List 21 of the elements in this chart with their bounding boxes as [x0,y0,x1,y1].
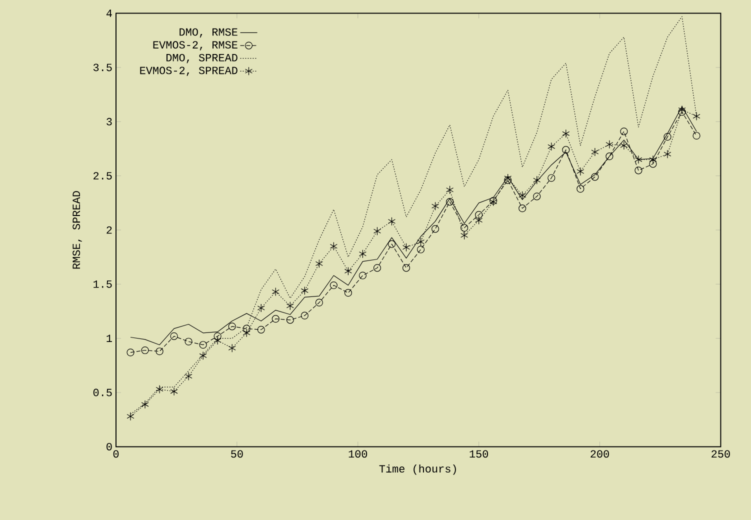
legend-label: DMO, SPREAD [166,54,238,64]
y-tick-label: 0 [106,442,112,450]
y-axis-title: RMSE, SPREAD [72,191,82,269]
y-tick-label: 1.5 [94,280,112,288]
x-tick-label: 150 [470,450,488,458]
y-tick-label: 2 [106,226,112,234]
y-tick-label: 1 [106,334,112,342]
y-tick-label: 2.5 [94,172,112,180]
x-tick-label: 250 [712,450,730,458]
x-tick-label: 200 [590,450,609,458]
x-tick-label: 0 [113,450,119,458]
y-tick-label: 4 [106,10,112,17]
x-axis-title: Time (hours) [379,464,456,475]
y-tick-label: 3 [106,118,112,126]
legend-label: EVMOS-2, SPREAD [140,66,238,76]
y-tick-label: 3.5 [93,64,112,72]
y-tick-label: 0.5 [93,388,112,396]
x-tick-label: 100 [348,450,368,458]
legend-label: DMO, RMSE [180,28,238,38]
legend-label: EVMOS-2, RMSE [153,41,238,50]
x-tick-label: 50 [231,450,243,458]
